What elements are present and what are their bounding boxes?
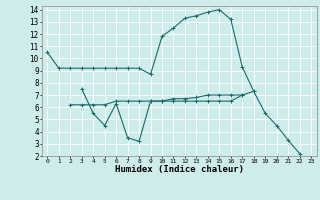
X-axis label: Humidex (Indice chaleur): Humidex (Indice chaleur) bbox=[115, 165, 244, 174]
